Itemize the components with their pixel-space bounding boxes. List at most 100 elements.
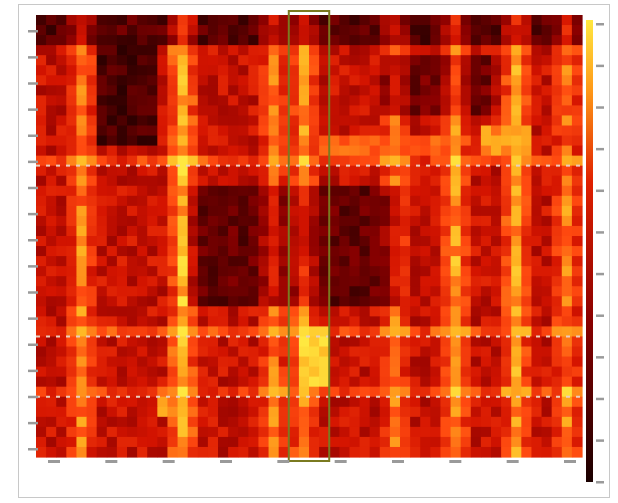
heatmap-cell (491, 436, 502, 448)
heatmap-cell (329, 396, 340, 408)
heatmap-cell (298, 316, 310, 328)
heatmap-cell (86, 105, 98, 117)
heatmap-cell (106, 25, 118, 36)
heatmap-cell (379, 336, 391, 348)
heatmap-cell (379, 165, 391, 177)
heatmap-cell (258, 296, 270, 307)
heatmap-cell (430, 95, 442, 107)
heatmap-cell (329, 426, 340, 438)
heatmap-cell (450, 215, 462, 227)
heatmap-cell (147, 95, 158, 107)
heatmap-cell (137, 145, 148, 157)
heatmap-cell (561, 155, 573, 167)
heatmap-cell (116, 185, 128, 197)
heatmap-cell (339, 145, 351, 157)
heatmap-cell (228, 356, 239, 368)
heatmap-cell (167, 326, 179, 338)
heatmap-cell (389, 266, 401, 277)
heatmap-cell (531, 386, 543, 398)
heatmap-cell (420, 416, 431, 428)
heatmap-cell (369, 205, 381, 217)
heatmap-cell (460, 396, 472, 408)
heatmap-cell (86, 386, 98, 398)
heatmap-cell (389, 326, 401, 338)
heatmap-cell (96, 356, 108, 368)
heatmap-cell (339, 75, 351, 86)
heatmap-cell (238, 185, 249, 197)
heatmap-cell (106, 85, 118, 96)
heatmap-cell (400, 306, 411, 317)
heatmap-cell (56, 306, 67, 317)
heatmap-cell (248, 236, 260, 247)
heatmap-cell (137, 396, 148, 408)
heatmap-cell (36, 45, 47, 56)
heatmap-cell (501, 336, 512, 348)
heatmap-cell (491, 185, 502, 197)
heatmap-cell (278, 155, 290, 167)
heatmap-cell (218, 256, 229, 267)
heatmap-cell (106, 366, 118, 378)
heatmap-cell (207, 336, 219, 348)
heatmap-cell (521, 165, 533, 177)
heatmap-cell (521, 436, 533, 448)
heatmap-cell (76, 195, 88, 207)
heatmap-cell (521, 225, 533, 237)
y-tick (28, 395, 38, 399)
heatmap-cell (76, 426, 88, 438)
heatmap-cell (86, 396, 98, 408)
heatmap-cell (491, 125, 502, 137)
heatmap-cell (278, 276, 290, 287)
heatmap-cell (167, 276, 179, 287)
heatmap-cell (167, 145, 179, 157)
heatmap-cell (46, 396, 57, 408)
heatmap-cell (258, 326, 270, 338)
heatmap-cell (207, 426, 219, 438)
heatmap-cell (278, 356, 290, 368)
heatmap-cell (521, 95, 533, 107)
heatmap-cell (551, 266, 563, 277)
heatmap-cell (127, 25, 138, 36)
heatmap-cell (531, 426, 543, 438)
heatmap-cell (349, 45, 361, 56)
heatmap-cell (410, 286, 421, 297)
heatmap-cell (228, 125, 239, 137)
heatmap-cell (319, 266, 330, 277)
heatmap-cell (106, 185, 118, 197)
heatmap-cell (319, 35, 330, 46)
heatmap-cell (167, 205, 179, 217)
heatmap-cell (511, 145, 522, 157)
heatmap-cell (228, 326, 239, 338)
heatmap-cell (76, 125, 88, 137)
heatmap-cell (66, 115, 78, 127)
heatmap-cell (167, 35, 179, 46)
heatmap-cell (76, 416, 88, 428)
heatmap-cell (501, 356, 512, 368)
heatmap-cell (96, 316, 108, 328)
heatmap-cell (96, 236, 108, 247)
heatmap-cell (339, 35, 351, 46)
heatmap-cell (207, 55, 219, 66)
heatmap-cell (96, 25, 108, 36)
heatmap-cell (288, 135, 300, 147)
heatmap-cell (127, 426, 138, 438)
heatmap-cell (379, 75, 391, 86)
heatmap-cell (248, 125, 260, 137)
heatmap-cell (218, 366, 229, 378)
heatmap-cell (218, 135, 229, 147)
heatmap-cell (400, 205, 411, 217)
heatmap-cell (56, 296, 67, 307)
heatmap-cell (278, 85, 290, 96)
heatmap-cell (56, 236, 67, 247)
heatmap-cell (238, 246, 249, 257)
heatmap-cell (218, 266, 229, 277)
x-tick (506, 460, 519, 463)
heatmap-cell (541, 225, 553, 237)
heatmap-cell (36, 225, 47, 237)
heatmap-cell (177, 416, 189, 428)
heatmap-cell (66, 346, 78, 358)
heatmap-cell (309, 326, 320, 338)
heatmap-cell (359, 246, 371, 257)
heatmap-cell (561, 225, 573, 237)
heatmap-cell (288, 145, 300, 157)
